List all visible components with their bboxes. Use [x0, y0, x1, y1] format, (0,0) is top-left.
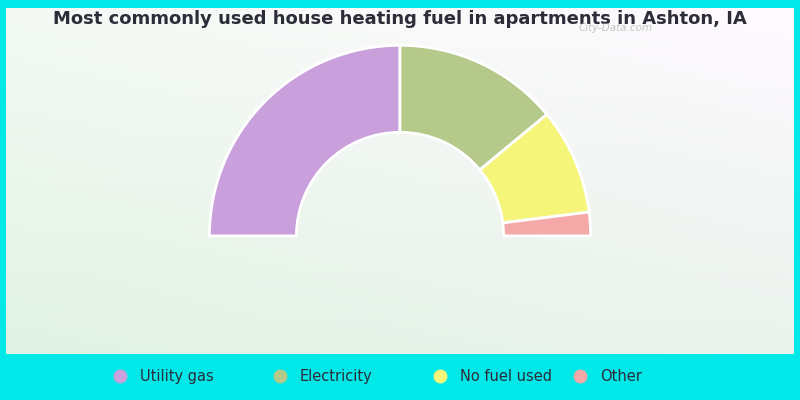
- Wedge shape: [210, 45, 400, 236]
- Text: Utility gas: Utility gas: [140, 368, 214, 384]
- Text: Electricity: Electricity: [300, 368, 373, 384]
- Text: No fuel used: No fuel used: [460, 368, 552, 384]
- Wedge shape: [400, 45, 547, 170]
- Wedge shape: [480, 114, 589, 223]
- Text: Other: Other: [600, 368, 642, 384]
- Wedge shape: [502, 212, 590, 236]
- Text: Most commonly used house heating fuel in apartments in Ashton, IA: Most commonly used house heating fuel in…: [53, 10, 747, 28]
- Text: City-Data.com: City-Data.com: [578, 22, 653, 32]
